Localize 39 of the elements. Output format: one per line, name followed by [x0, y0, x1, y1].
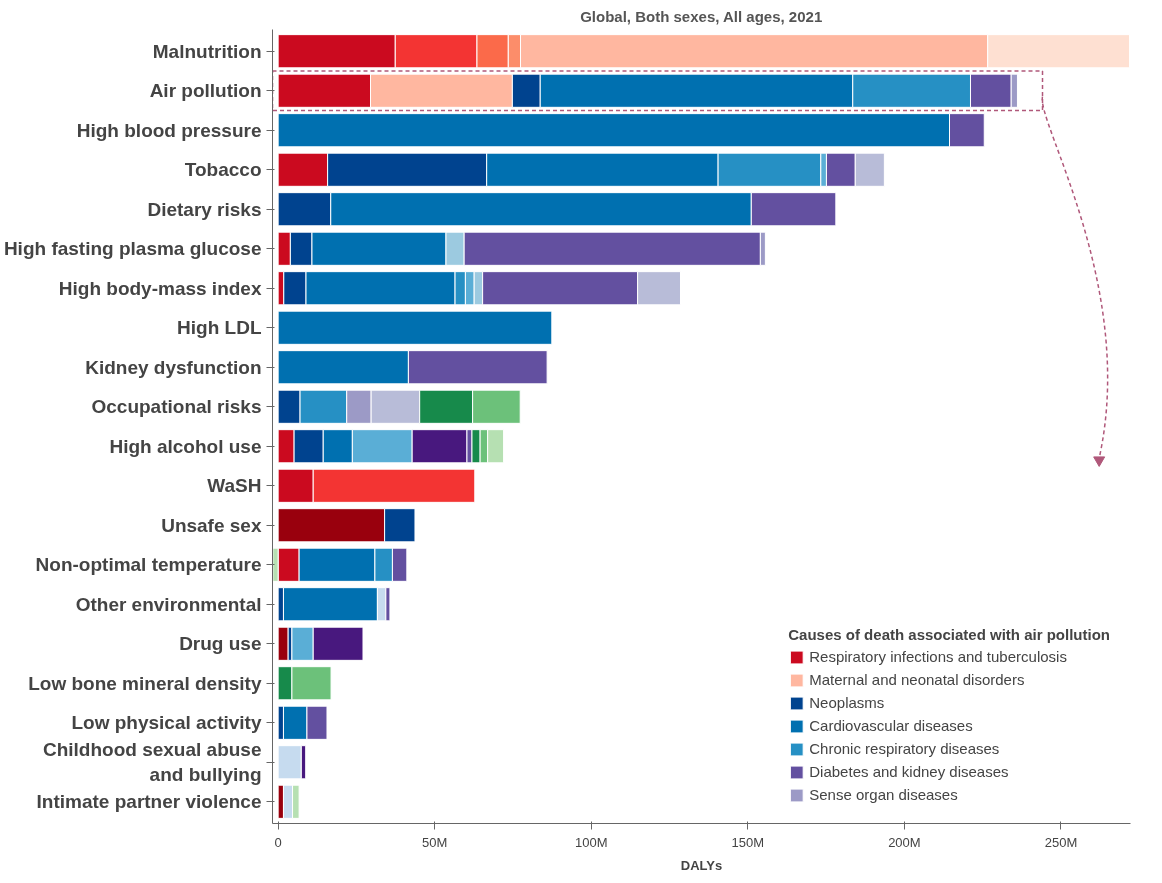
bar	[277, 310, 553, 345]
x-tick-label: 50M	[422, 834, 448, 850]
y-tick-label: Unsafe sex	[161, 514, 262, 536]
y-tick-label: Other environmental	[75, 593, 262, 615]
x-tick-label: 100M	[575, 834, 608, 850]
y-tick-label: Low bone mineral density	[28, 672, 262, 694]
legend-title: Causes of death associated with air pollution	[788, 626, 1110, 643]
y-tick-label: Childhood sexual abuse and bullying	[42, 739, 262, 786]
legend-label: Maternal and neonatal disorders	[809, 671, 1025, 688]
legend-label: Diabetes and kidney diseases	[809, 763, 1009, 780]
x-tick-label: 200M	[888, 834, 921, 850]
y-tick-label: Drug use	[179, 633, 262, 655]
y-tick-label: Low physical activity	[71, 712, 262, 734]
x-tick-label: 250M	[1044, 834, 1078, 850]
y-tick-label: Tobacco	[184, 159, 262, 181]
y-tick-label: Kidney dysfunction	[85, 356, 262, 378]
y-tick-label: High body-mass index	[58, 277, 262, 299]
y-tick-label: WaSH	[207, 475, 262, 497]
x-axis-title: DALYs	[680, 857, 723, 873]
y-tick-label: Dietary risks	[147, 198, 262, 220]
chart-title: Global, Both sexes, All ages, 2021	[580, 7, 823, 25]
y-tick-label: Air pollution	[149, 80, 262, 102]
bar	[277, 745, 302, 780]
y-tick-label: Intimate partner violence	[36, 791, 262, 813]
legend-label: Cardiovascular diseases	[809, 717, 973, 734]
bar	[277, 626, 289, 661]
legend-label: Neoplasms	[809, 694, 885, 711]
legend-label: Sense organ diseases	[809, 786, 958, 803]
x-tick-label: 0	[274, 834, 282, 850]
y-tick-label: High alcohol use	[109, 435, 262, 457]
y-tick-label: High blood pressure	[76, 119, 262, 141]
x-tick-label: 150M	[731, 834, 765, 850]
legend-label: Chronic respiratory diseases	[809, 740, 1000, 757]
y-tick-label: High LDL	[177, 317, 262, 339]
y-tick-label: Malnutrition	[152, 40, 262, 62]
y-tick-label: High fasting plasma glucose	[3, 238, 262, 260]
y-tick-label: Non-optimal temperature	[35, 554, 262, 576]
legend-label: Respiratory infections and tuberculosis	[809, 648, 1067, 665]
y-tick-label: Occupational risks	[91, 396, 262, 418]
